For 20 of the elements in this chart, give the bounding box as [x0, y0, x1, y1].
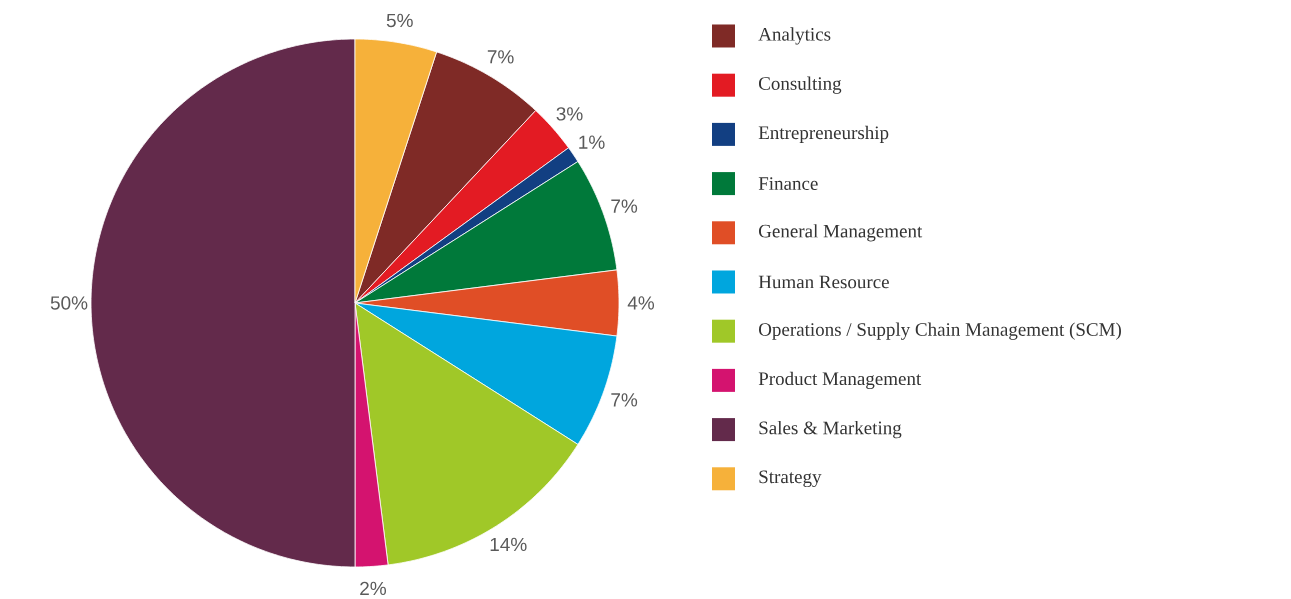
legend-label: Analytics	[758, 27, 831, 45]
legend-label: Entrepreneurship	[758, 125, 889, 143]
legend-label: General Management	[758, 224, 923, 242]
data-label: 3%	[556, 107, 583, 121]
legend-label: Strategy	[759, 470, 822, 488]
legend-label: Product Management	[758, 371, 922, 390]
data-label: 7%	[611, 393, 638, 407]
legend-label: Sales & Marketing	[759, 420, 902, 439]
legend-label: Operations / Supply Chain Management (SCM)	[758, 322, 1121, 340]
data-label: 2%	[360, 581, 387, 596]
data-label: 14%	[490, 537, 527, 552]
data-label: 4%	[627, 296, 655, 310]
data-label: 5%	[386, 13, 413, 28]
data-label: 50%	[50, 296, 88, 310]
legend-label: Human Resource	[758, 275, 889, 289]
data-label: 7%	[487, 50, 514, 64]
data-label: 1%	[579, 135, 605, 149]
legend-label: Consulting	[758, 76, 842, 94]
data-label: 7%	[611, 199, 638, 213]
legend-label: Finance	[758, 177, 818, 190]
